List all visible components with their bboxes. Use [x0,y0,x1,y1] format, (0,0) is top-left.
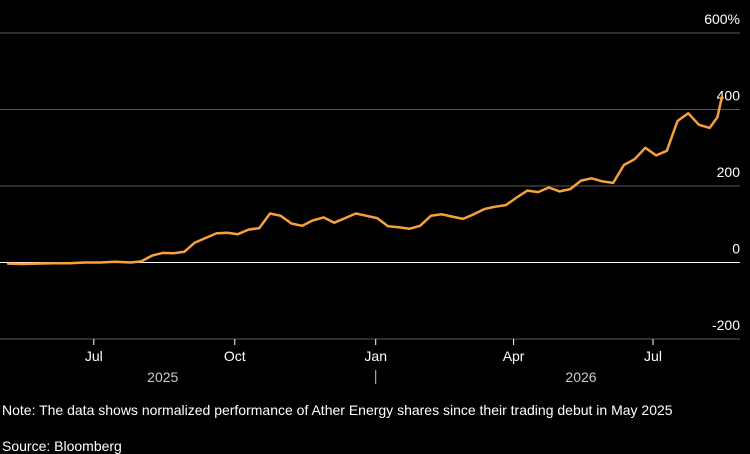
year-label: 2025 [147,369,178,385]
x-tick-label: Jan [364,348,387,364]
year-label: 2026 [565,369,596,385]
y-tick-label: 200 [717,164,741,180]
x-tick-label: Jul [85,348,103,364]
y-tick-label: 0 [732,241,740,257]
x-tick-label: Apr [503,348,525,364]
x-tick-label: Jul [644,348,662,364]
x-tick-label: Oct [224,348,246,364]
series-line [6,95,724,266]
y-tick-label: -200 [712,317,740,333]
chart-source: Source: Bloomberg [2,438,122,454]
y-tick-label: 600% [704,11,740,27]
chart-note: Note: The data shows normalized performa… [2,402,673,418]
